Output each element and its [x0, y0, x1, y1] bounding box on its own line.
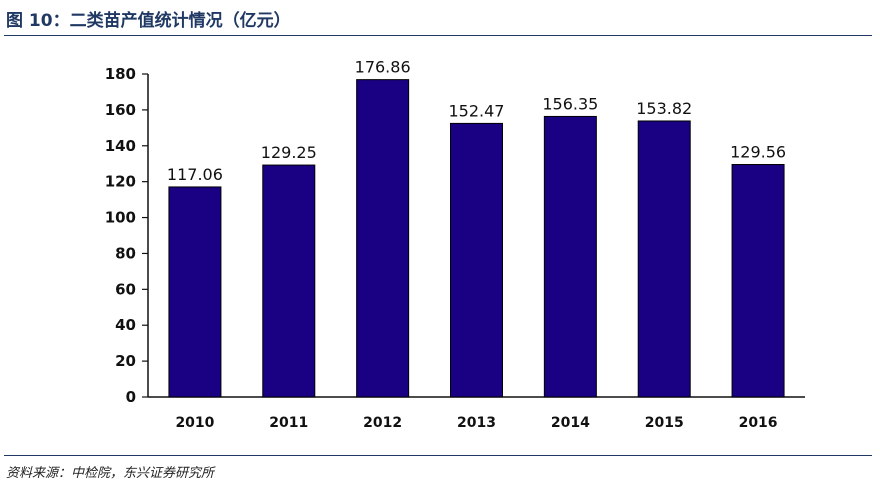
bars: [168, 79, 785, 398]
figure-title: 图 10：二类苗产值统计情况（亿元）: [6, 11, 291, 31]
x-tick-label-2010: 2010: [175, 415, 214, 431]
x-tick-label-2011: 2011: [269, 415, 308, 431]
bar-2013: [450, 122, 503, 398]
source-note: 资料来源：中检院，东兴证券研究所: [6, 466, 215, 481]
bar-2014: [543, 115, 597, 398]
bar-2016: [731, 164, 785, 398]
y-tick-label: 140: [105, 137, 136, 155]
y-tick-label: 100: [105, 209, 136, 227]
data-label-2012: 176.86: [355, 58, 411, 77]
y-tick-label: 160: [105, 101, 136, 119]
bar-2012: [356, 79, 410, 398]
data-label-2014: 156.35: [542, 94, 598, 113]
data-labels: 117.06 129.25 176.86 152.47 156.35 153.82 129.…: [167, 58, 786, 184]
y-axis-ticks: 0 20 40 60 80 100 120 140 160 180: [105, 65, 148, 406]
y-tick-label: 0: [126, 388, 136, 406]
data-label-2016: 129.56: [730, 143, 786, 162]
y-tick-label: 180: [105, 65, 136, 83]
data-label-2013: 152.47: [449, 101, 505, 120]
x-tick-label-2014: 2014: [551, 415, 590, 431]
y-tick-label: 60: [115, 280, 136, 298]
y-tick-label: 40: [115, 316, 136, 334]
data-label-2010: 117.06: [167, 165, 223, 184]
data-label-2015: 153.82: [636, 99, 692, 118]
y-tick-label: 20: [115, 352, 136, 370]
x-tick-label-2012: 2012: [363, 415, 402, 431]
x-tick-label-2015: 2015: [645, 415, 684, 431]
bar-2010: [168, 186, 222, 398]
y-tick-label: 80: [115, 244, 136, 262]
x-axis-ticks: 2010 2011 2012 2013 2014 2015 2016: [175, 415, 777, 431]
x-tick-label-2016: 2016: [739, 415, 778, 431]
top-divider: [4, 35, 872, 36]
data-label-2011: 129.25: [261, 143, 317, 162]
bar-2015: [637, 120, 691, 398]
x-tick-label-2013: 2013: [457, 415, 496, 431]
bottom-divider: [4, 455, 872, 456]
y-tick-label: 120: [105, 173, 136, 191]
bar-2011: [262, 164, 316, 398]
